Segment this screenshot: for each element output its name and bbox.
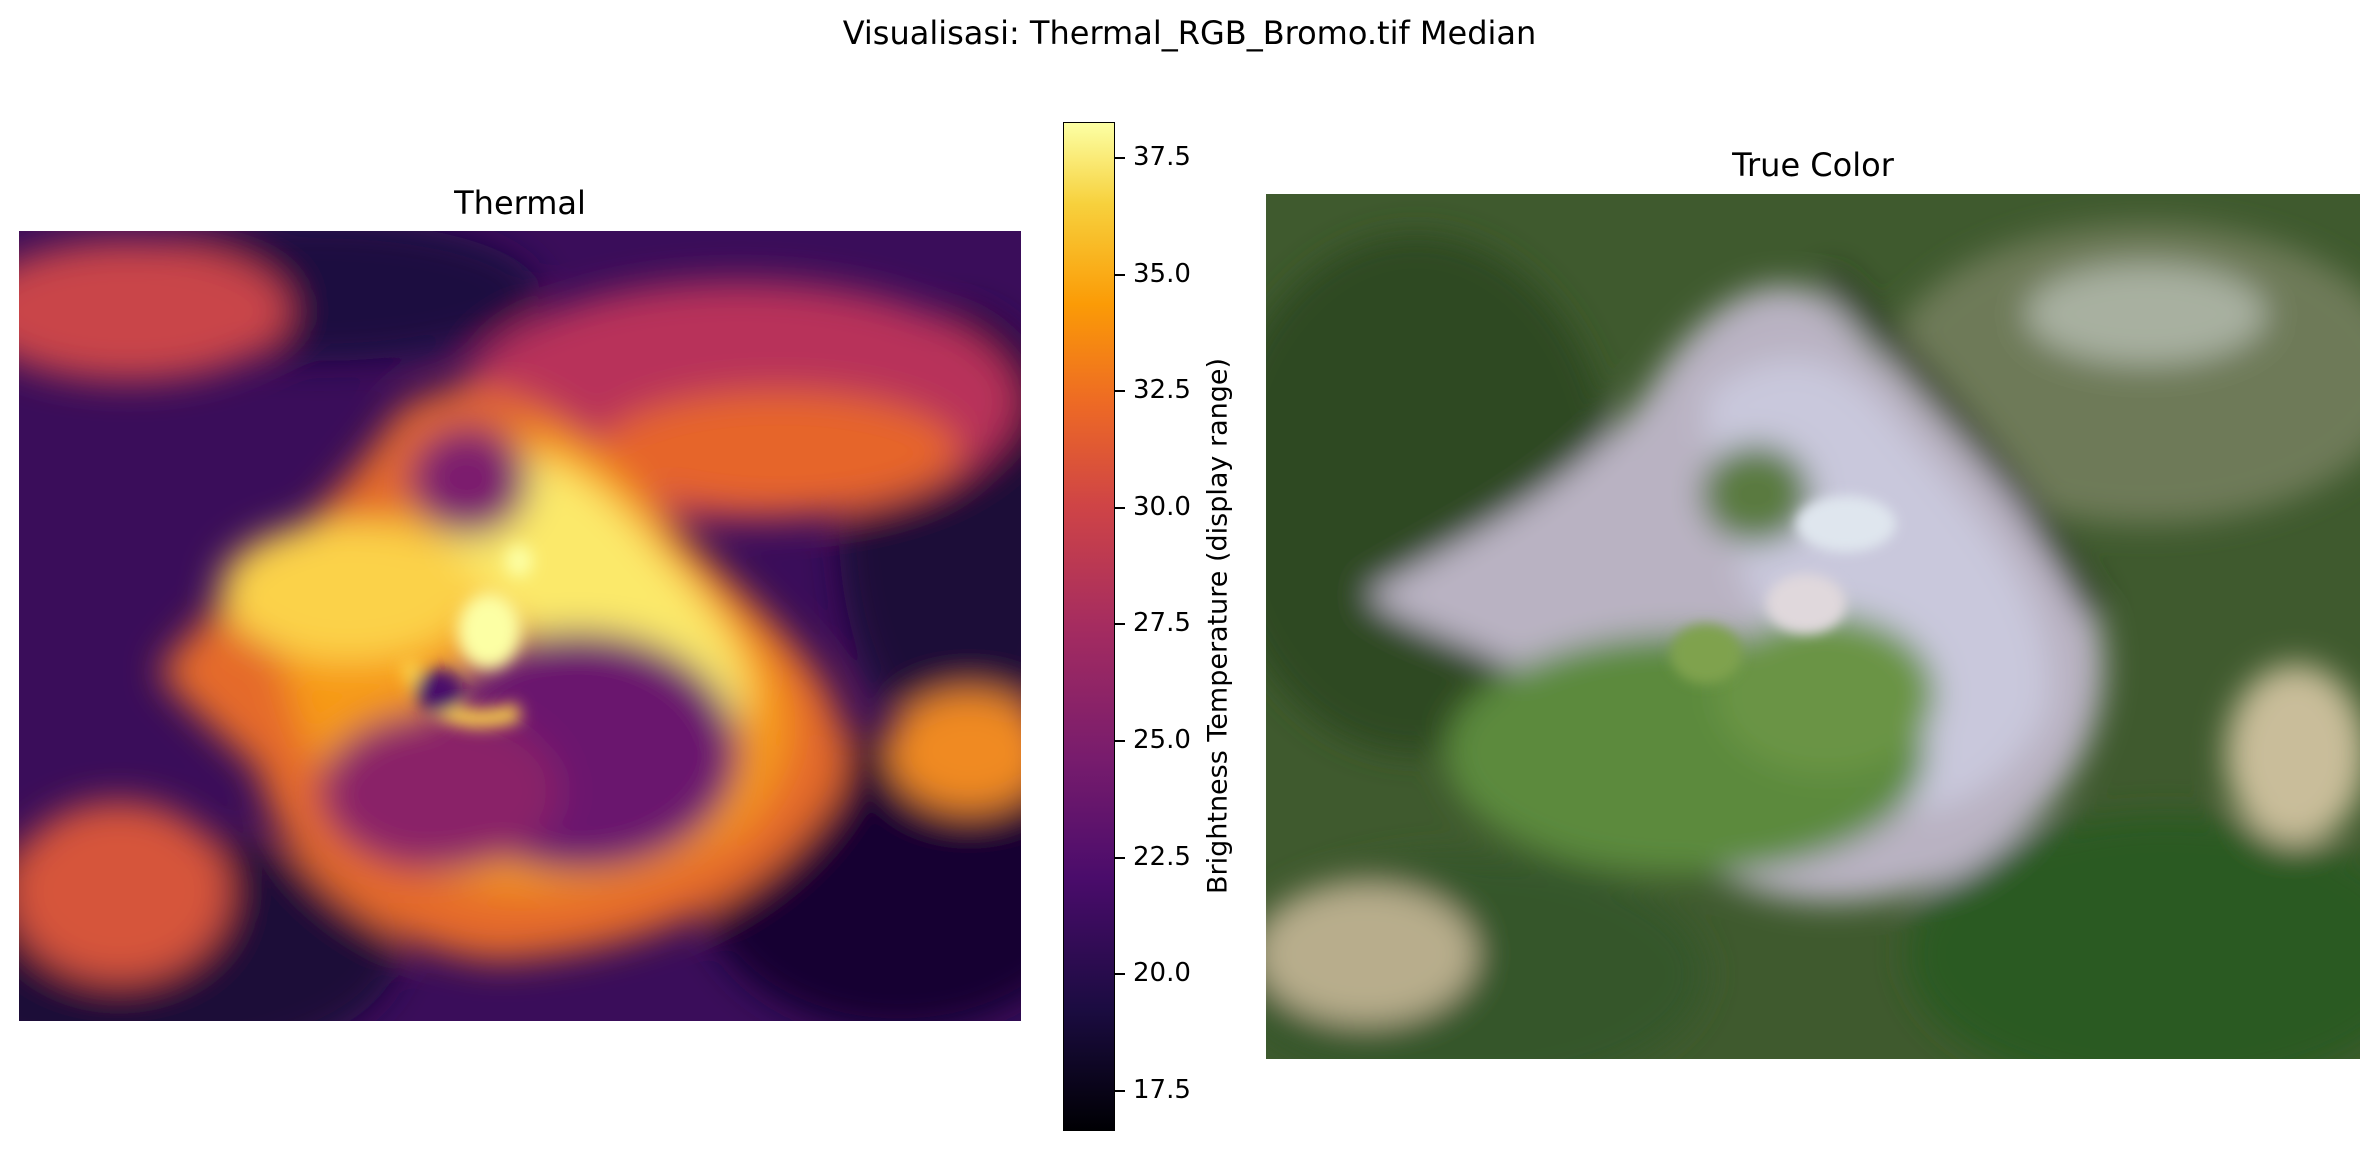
thermal-panel-title: Thermal bbox=[454, 184, 586, 222]
colorbar bbox=[1063, 122, 1115, 1131]
truecolor-image bbox=[1266, 194, 2360, 1059]
figure-title: Visualisasi: Thermal_RGB_Bromo.tif Media… bbox=[842, 14, 1537, 52]
truecolor-panel-title: True Color bbox=[1732, 146, 1894, 184]
thermal-image bbox=[19, 231, 1021, 1021]
